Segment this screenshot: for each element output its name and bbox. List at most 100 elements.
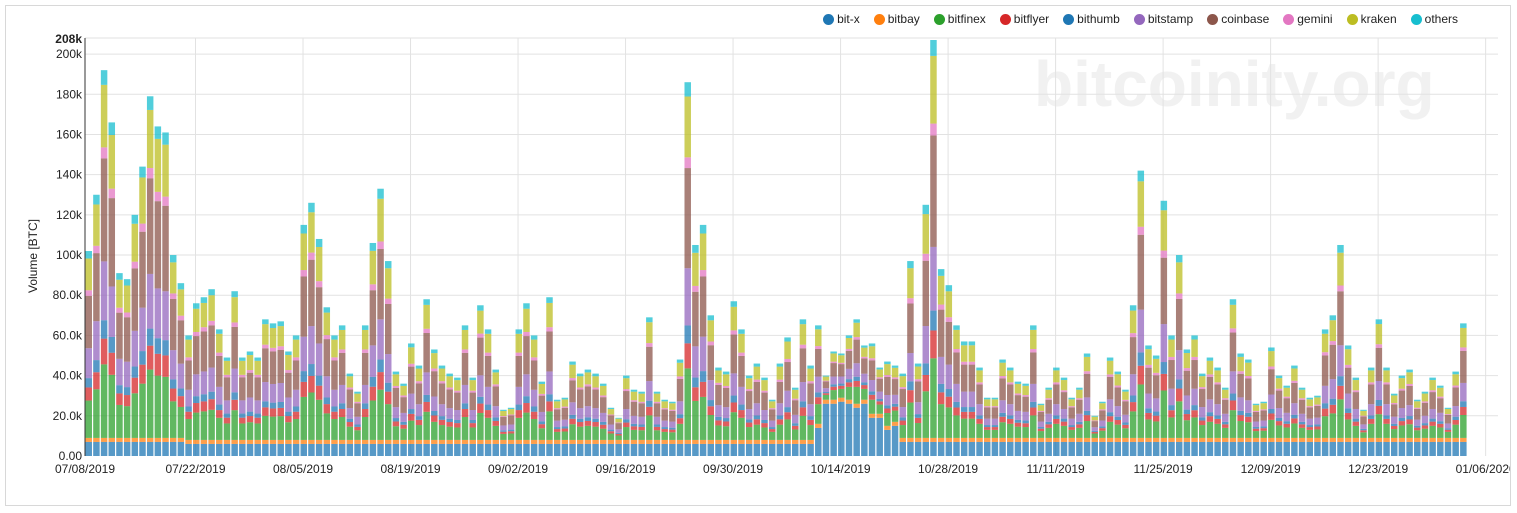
bar-segment-kraken [768,401,776,409]
bar-segment-others [193,303,200,309]
bar-segment-others [607,407,615,410]
legend-dot-icon [1063,13,1075,25]
bar-segment-bitfinex [1314,429,1321,438]
bar-segment-bit-x [262,443,269,456]
bar-stack [254,357,261,456]
bar-segment-bitfinex [308,392,315,440]
bar-segment-gemini [868,358,876,361]
bar-segment-others [761,377,768,381]
bar-segment-others [1160,200,1168,211]
bar-stack [968,341,976,456]
bar-segment-bitflyer [239,417,246,424]
legend-dot-icon [1410,13,1422,25]
bar-segment-coinbase [922,260,930,327]
bar-segment-bitbay [477,439,484,444]
bar-segment-others [1275,375,1283,379]
bar-segment-bit-x [346,443,354,456]
bar-segment-bitbay [415,439,423,444]
bar-segment-kraken [500,410,507,417]
bar-segment-kraken [93,204,100,246]
bar-segment-bitstamp [492,406,499,418]
bar-segment-bitflyer [369,386,377,401]
bar-segment-bithumb [1106,412,1114,417]
bar-segment-gemini [431,368,438,372]
legend-item-gemini[interactable]: gemini [1283,12,1333,26]
bar-stack [438,365,446,456]
bar-segment-bitfinex [615,435,622,440]
bar-segment-bitstamp [438,404,446,417]
bar-segment-gemini [861,356,868,359]
legend-item-coinbase[interactable]: coinbase [1207,12,1269,26]
bar-segment-bithumb [1298,421,1306,425]
legend-item-bitbay[interactable]: bitbay [873,12,920,26]
bar-segment-kraken [415,368,423,382]
bar-segment-bitstamp [1398,408,1406,418]
bar-segment-coinbase [392,387,400,408]
bar-segment-bitflyer [523,403,530,413]
legend-item-kraken[interactable]: kraken [1346,12,1397,26]
bar-segment-bitfinex [461,417,469,440]
bar-segment-coinbase [285,372,292,398]
bar-segment-coinbase [223,377,231,401]
bar-segment-kraken [799,324,807,345]
bar-segment-bit-x [1068,441,1075,456]
bar-segment-bitbay [484,439,492,444]
bar-segment-gemini [1421,401,1429,403]
bar-stack [1183,349,1191,456]
bar-segment-bitfinex [999,422,1006,438]
bar-segment-bitbay [169,437,177,442]
bar-segment-bithumb [838,383,845,386]
bar-segment-bithumb [638,424,645,427]
y-max-label: 208k [55,32,82,46]
legend-item-bitfinex[interactable]: bitfinex [933,12,986,26]
bar-segment-bitflyer [377,372,384,390]
bar-segment-coinbase [1091,421,1098,428]
bar-segment-bitflyer [1390,425,1398,430]
bar-segment-gemini [523,331,530,337]
bar-segment-bithumb [1421,423,1429,426]
bar-segment-bitflyer [269,408,277,417]
legend-dot-icon [1283,13,1295,25]
bar-segment-bithumb [1183,409,1191,415]
bar-segment-bitbay [991,437,999,442]
bar-segment-kraken [784,341,791,359]
bar-segment-bitfinex [684,368,691,440]
bar-segment-bitbay [1437,437,1444,442]
bar-segment-bitstamp [1275,408,1283,418]
bar-segment-bitfinex [1406,424,1413,438]
bar-segment-kraken [507,409,515,415]
bar-segment-bitstamp [1390,416,1398,424]
bar-segment-bitfinex [177,406,185,438]
bar-stack [1314,395,1321,456]
bar-segment-others [530,335,538,340]
bar-segment-others [1030,325,1037,330]
bar-segment-others [584,369,592,373]
bar-segment-bitflyer [146,345,154,370]
bar-segment-bithumb [1030,401,1037,408]
bar-segment-bitfinex [976,423,983,438]
bar-segment-coinbase [561,407,569,420]
bar-segment-bitflyer [715,420,722,426]
bar-segment-bitflyer [646,406,653,416]
bar-segment-coinbase [1375,347,1383,382]
bar-segment-bit-x [492,443,499,456]
y-tick-label: 80.0k [53,288,83,302]
bar-segment-bitbay [1375,437,1383,442]
bar-segment-coinbase [477,337,484,376]
bar-segment-bithumb [131,366,139,378]
legend-item-bitstamp[interactable]: bitstamp [1133,12,1193,26]
legend-item-bithumb[interactable]: bithumb [1063,12,1120,26]
legend-item-bitflyer[interactable]: bitflyer [999,12,1049,26]
bar-segment-bit-x [139,441,146,456]
bar-segment-bithumb [484,404,492,411]
bar-stack [684,82,691,456]
bar-segment-bitfinex [169,401,177,438]
bar-segment-bitflyer [968,411,976,419]
bar-segment-bitflyer [1268,413,1275,420]
bar-segment-gemini [1337,285,1344,292]
bar-stack [1406,369,1413,456]
legend-item-bit-x[interactable]: bit-x [823,12,860,26]
bar-stack [730,301,738,456]
legend-item-others[interactable]: others [1410,12,1458,26]
bar-segment-bitfinex [1398,425,1406,438]
